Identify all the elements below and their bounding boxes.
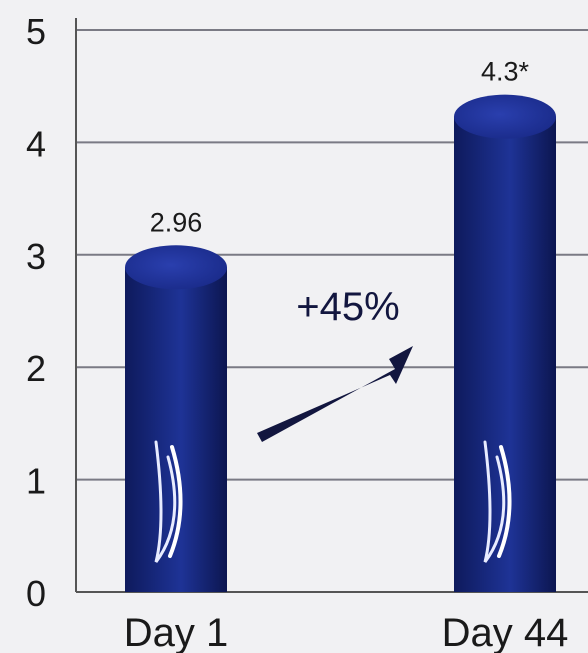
hair-strand-icon	[168, 445, 183, 558]
data-label: 2.96	[150, 207, 203, 237]
y-tick-label: 2	[26, 348, 46, 389]
y-tick-label: 4	[26, 123, 46, 164]
bars	[125, 94, 556, 593]
bar-body	[454, 116, 556, 593]
hair-strand-icon	[154, 440, 177, 563]
percent-increase-annotation: +45%	[296, 285, 399, 329]
x-tick-label: Day 1	[124, 611, 229, 653]
bar-1	[125, 245, 227, 592]
y-tick-label: 5	[26, 11, 46, 52]
x-axis-labels: Day 1 Day 44	[124, 611, 569, 653]
increase-arrow-icon	[257, 346, 413, 442]
bar-top	[125, 245, 227, 290]
y-tick-label: 0	[26, 573, 46, 614]
y-axis: 0 1 2 3 4 5	[26, 11, 588, 614]
bar-top	[454, 94, 556, 139]
x-tick-label: Day 44	[442, 611, 569, 653]
y-tick-label: 1	[26, 461, 46, 502]
data-labels: 2.96 4.3*	[150, 57, 530, 238]
data-label: 4.3*	[481, 57, 530, 87]
hair-strand-icon	[483, 440, 506, 563]
bar-2	[454, 94, 556, 593]
y-tick-label: 3	[26, 236, 46, 277]
hair-strand-icon	[497, 445, 512, 558]
